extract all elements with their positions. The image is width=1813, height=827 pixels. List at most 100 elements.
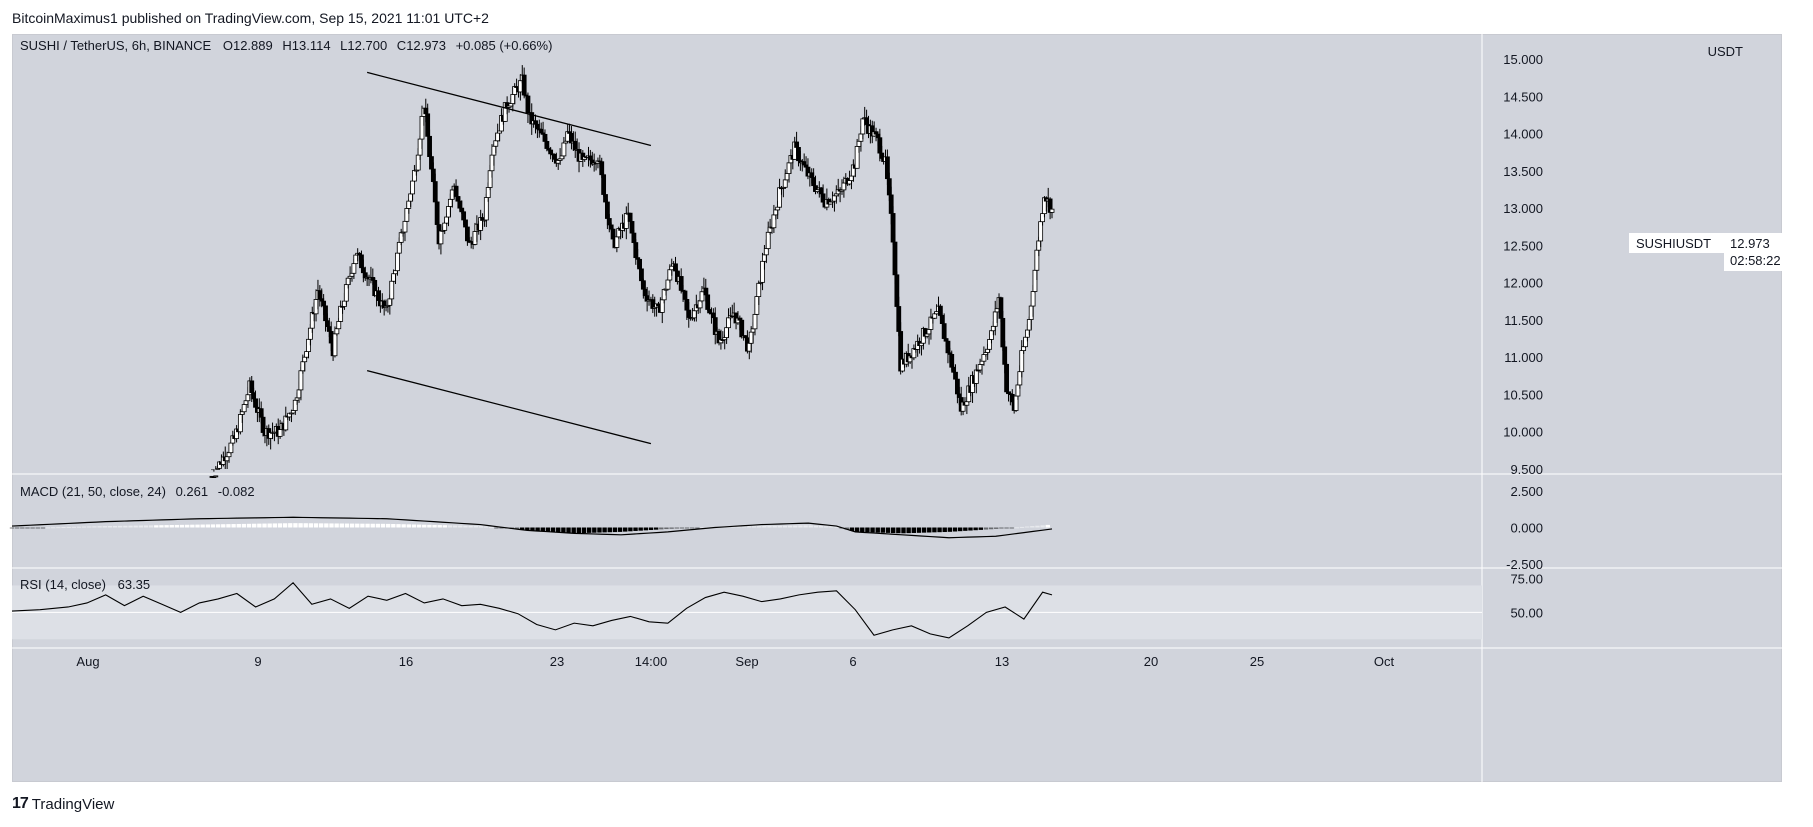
macd-legend[interactable]: MACD (21, 50, close, 24) 0.261 -0.082	[20, 484, 255, 499]
close-label: C	[397, 38, 406, 53]
macd-histogram-bar	[81, 526, 87, 528]
rsi-legend[interactable]: RSI (14, close) 63.35	[20, 577, 150, 592]
macd-histogram-bar	[978, 527, 983, 530]
macd-histogram-bar	[385, 523, 391, 528]
macd-histogram-bar	[432, 524, 437, 528]
price-tag[interactable]: SUSHIUSDT 12.973 02:58:22	[1629, 233, 1792, 271]
macd-histogram-bar	[251, 523, 257, 528]
macd-tick-label: 2.500	[1510, 484, 1543, 499]
time-axis[interactable]: Aug 9 16 23 14:00 Sep 6 13 20 25 Oct	[76, 654, 1394, 669]
open-value: 12.889	[233, 38, 273, 53]
macd-histogram-bar	[329, 523, 334, 528]
macd-histogram-bar	[1009, 527, 1014, 529]
macd-axis[interactable]: 2.500 0.000 -2.500	[1506, 484, 1543, 572]
macd-histogram-bar	[174, 524, 180, 528]
macd-histogram-bar	[478, 526, 484, 528]
macd-histogram-bar	[540, 527, 545, 532]
macd-histogram-bar	[556, 527, 561, 533]
macd-histogram-bar	[674, 527, 679, 529]
macd-tick-label: -2.500	[1506, 557, 1543, 572]
macd-histogram-bar	[849, 527, 855, 531]
low-label: L	[340, 38, 347, 53]
rsi-value: 63.35	[118, 577, 151, 592]
macd-histogram-bar	[9, 527, 15, 529]
time-tick-label: 16	[399, 654, 413, 669]
macd-histogram-bar	[653, 527, 659, 530]
candle-body	[1030, 291, 1036, 307]
macd-histogram-bar	[746, 526, 752, 528]
macd-layer	[9, 516, 1053, 539]
footer-brand-text: TradingView	[31, 795, 115, 813]
macd-histogram-bar	[947, 527, 953, 532]
macd-histogram-bar	[30, 527, 35, 529]
macd-histogram-bar	[411, 524, 417, 528]
macd-histogram-bar	[586, 527, 592, 533]
macd-histogram-bar	[695, 527, 700, 529]
macd-value-1: 0.261	[176, 484, 209, 499]
macd-histogram-bar	[190, 524, 195, 528]
candle-body	[241, 404, 247, 413]
candle-body	[756, 282, 762, 297]
macd-histogram-bar	[777, 525, 783, 528]
rsi-tick-label: 50.00	[1510, 605, 1543, 620]
candle-body	[561, 142, 567, 157]
macd-histogram-bar	[483, 526, 489, 528]
rsi-axis[interactable]: 75.00 50.00	[1510, 572, 1543, 621]
macd-histogram-bar	[927, 527, 932, 533]
open-label: O	[223, 38, 233, 53]
chart-frame[interactable]	[12, 34, 1782, 782]
symbol-legend[interactable]: SUSHI / TetherUS, 6h, BINANCE O12.889 H1…	[20, 38, 552, 53]
low-value: 12.700	[347, 38, 387, 53]
price-axis[interactable]: 15.000 14.500 14.000 13.500 13.000 12.500 12.0…	[1503, 52, 1543, 477]
channel-lines[interactable]	[366, 71, 652, 445]
macd-histogram-bar	[865, 527, 870, 533]
price-tick-label: 10.000	[1503, 425, 1543, 440]
macd-histogram-bar	[643, 527, 649, 531]
macd-histogram-bar	[355, 523, 360, 528]
time-tick-label: Oct	[1374, 654, 1395, 669]
macd-histogram-bar	[396, 524, 401, 528]
macd-histogram-bar	[452, 525, 458, 528]
price-tick-label: 12.500	[1503, 238, 1543, 253]
macd-histogram-bar	[473, 525, 478, 528]
channel-lower-line	[366, 369, 652, 445]
macd-histogram-bar	[318, 523, 324, 528]
macd-histogram-bar	[35, 527, 40, 529]
macd-histogram-bar	[545, 527, 551, 532]
macd-histogram-bar	[210, 524, 216, 528]
macd-histogram-bar	[633, 527, 638, 531]
macd-histogram-bar	[916, 527, 922, 533]
macd-histogram-bar	[45, 527, 51, 529]
macd-histogram-bar	[1045, 524, 1050, 528]
time-tick-label: 14:00	[635, 654, 668, 669]
macd-histogram-bar	[875, 527, 880, 533]
macd-histogram-bar	[102, 526, 107, 528]
macd-histogram-bar	[576, 527, 582, 534]
macd-histogram-bar	[823, 526, 829, 528]
macd-histogram-bar	[767, 525, 772, 528]
macd-histogram-bar	[334, 523, 339, 528]
macd-histogram-bar	[772, 525, 777, 528]
macd-histogram-bar	[854, 527, 860, 532]
time-tick-label: Sep	[735, 654, 758, 669]
macd-histogram-bar	[566, 527, 571, 533]
macd-histogram-bar	[664, 527, 669, 530]
macd-histogram-bar	[154, 525, 159, 528]
macd-histogram-bar	[690, 527, 695, 529]
macd-histogram-bar	[308, 523, 314, 528]
macd-histogram-bar	[751, 526, 757, 528]
macd-histogram-bar	[14, 527, 20, 529]
footer-brand[interactable]: 17 TradingView	[12, 795, 114, 813]
rsi-label: RSI (14, close)	[20, 577, 106, 592]
macd-histogram-bar	[911, 527, 917, 533]
macd-histogram-bar	[581, 527, 587, 534]
macd-histogram-bar	[416, 524, 422, 528]
time-tick-label: 13	[995, 654, 1009, 669]
macd-histogram-bar	[535, 527, 540, 532]
macd-histogram-bar	[952, 527, 958, 532]
close-value: 12.973	[406, 38, 446, 53]
macd-histogram-bar	[293, 523, 298, 528]
macd-histogram-bar	[731, 526, 736, 528]
macd-histogram-bar	[787, 525, 793, 528]
